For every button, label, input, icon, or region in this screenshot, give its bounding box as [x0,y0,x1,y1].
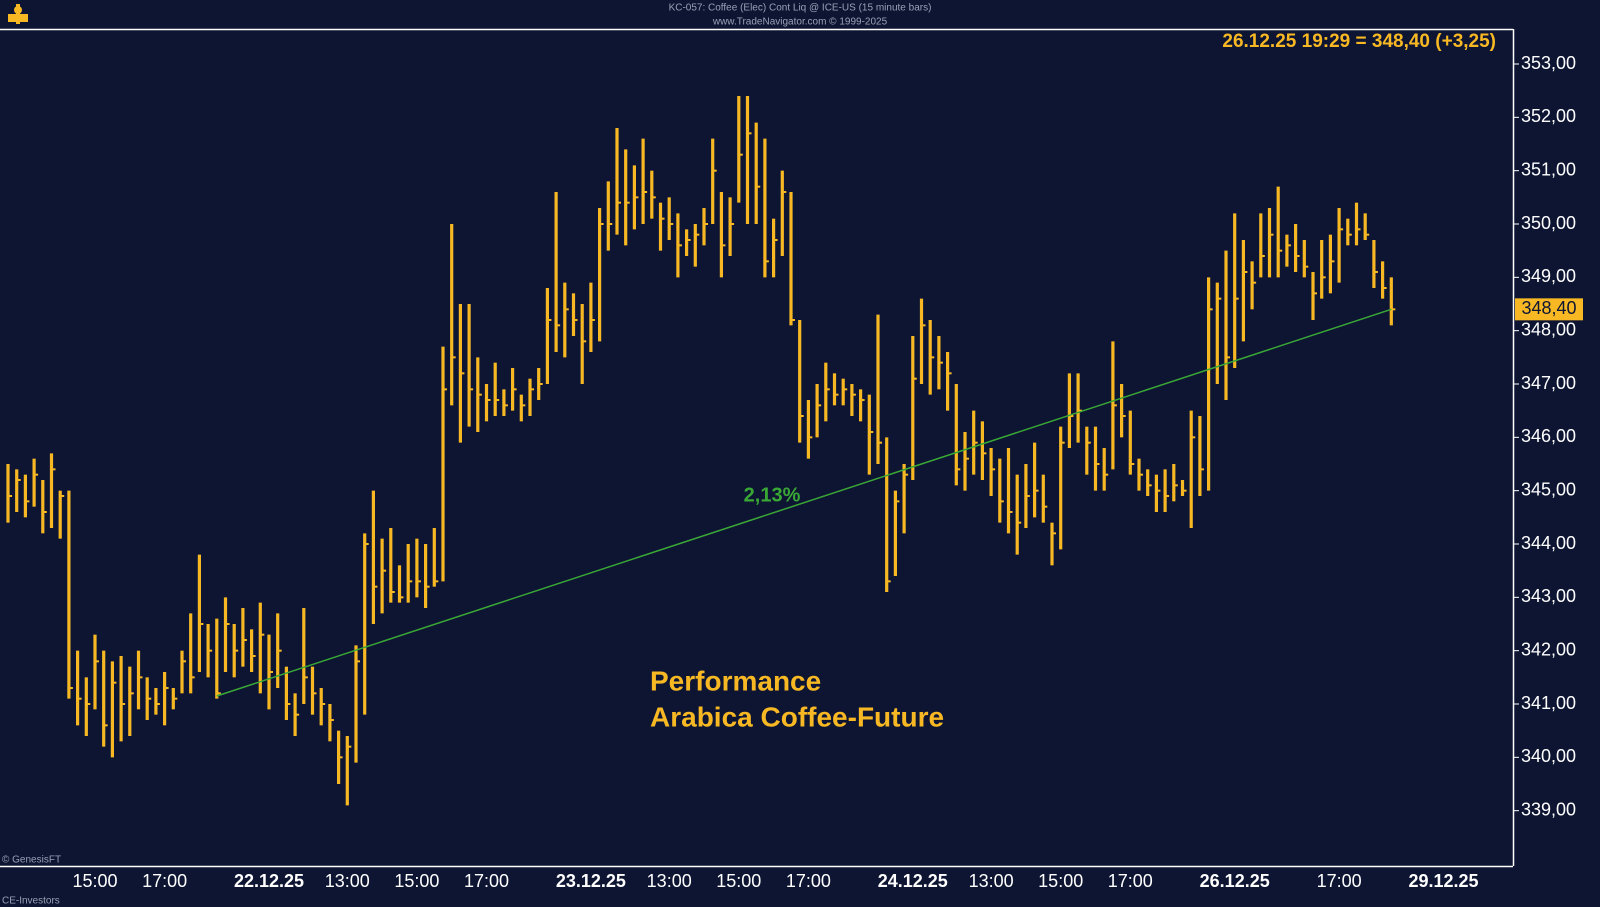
x-tick-label: 29.12.25 [1408,871,1478,891]
y-tick-label: 346,00 [1521,426,1576,446]
x-tick-label: 17:00 [1317,871,1362,891]
x-tick-label: 15:00 [394,871,439,891]
annotation: Performance [650,665,821,696]
x-tick-label: 17:00 [464,871,509,891]
x-tick-label: 17:00 [142,871,187,891]
footer: CE-Investors [2,896,60,907]
annotation: Arabica Coffee-Future [650,701,944,732]
y-tick-label: 350,00 [1521,213,1576,233]
y-tick-label: 351,00 [1521,159,1576,179]
y-tick-label: 342,00 [1521,639,1576,659]
y-tick-label: 347,00 [1521,373,1576,393]
y-tick-label: 352,00 [1521,106,1576,126]
x-tick-label: 15:00 [1038,871,1083,891]
y-tick-label: 340,00 [1521,746,1576,766]
x-tick-label: 26.12.25 [1200,871,1270,891]
x-tick-label: 15:00 [72,871,117,891]
y-tick-label: 349,00 [1521,266,1576,286]
x-tick-label: 13:00 [325,871,370,891]
price-tag [1515,298,1583,321]
x-tick-label: 17:00 [1108,871,1153,891]
x-tick-label: 13:00 [647,871,692,891]
x-tick-label: 17:00 [786,871,831,891]
y-tick-label: 353,00 [1521,53,1576,73]
trend-label: 2,13% [744,484,801,506]
chart-subtitle: www.TradeNavigator.com © 1999-2025 [712,17,888,28]
y-tick-label: 344,00 [1521,533,1576,553]
quote: 26.12.25 19:29 = 348,40 (+3,25) [1222,31,1496,52]
x-tick-label: 13:00 [969,871,1014,891]
x-tick-label: 23.12.25 [556,871,626,891]
price-tag-label: 348,40 [1521,298,1576,318]
trend-line [216,308,1392,697]
chart-title: KC-057: Coffee (Elec) Cont Liq @ ICE-US … [669,3,932,14]
x-tick-label: 22.12.25 [234,871,304,891]
y-tick-label: 341,00 [1521,693,1576,713]
y-tick-label: 343,00 [1521,586,1576,606]
x-tick-label: 24.12.25 [878,871,948,891]
x-tick-label: 15:00 [716,871,761,891]
y-tick-label: 339,00 [1521,799,1576,819]
footer: © GenesisFT [2,855,61,866]
y-tick-label: 345,00 [1521,479,1576,499]
y-tick-label: 348,00 [1521,319,1576,339]
logo [8,4,28,24]
